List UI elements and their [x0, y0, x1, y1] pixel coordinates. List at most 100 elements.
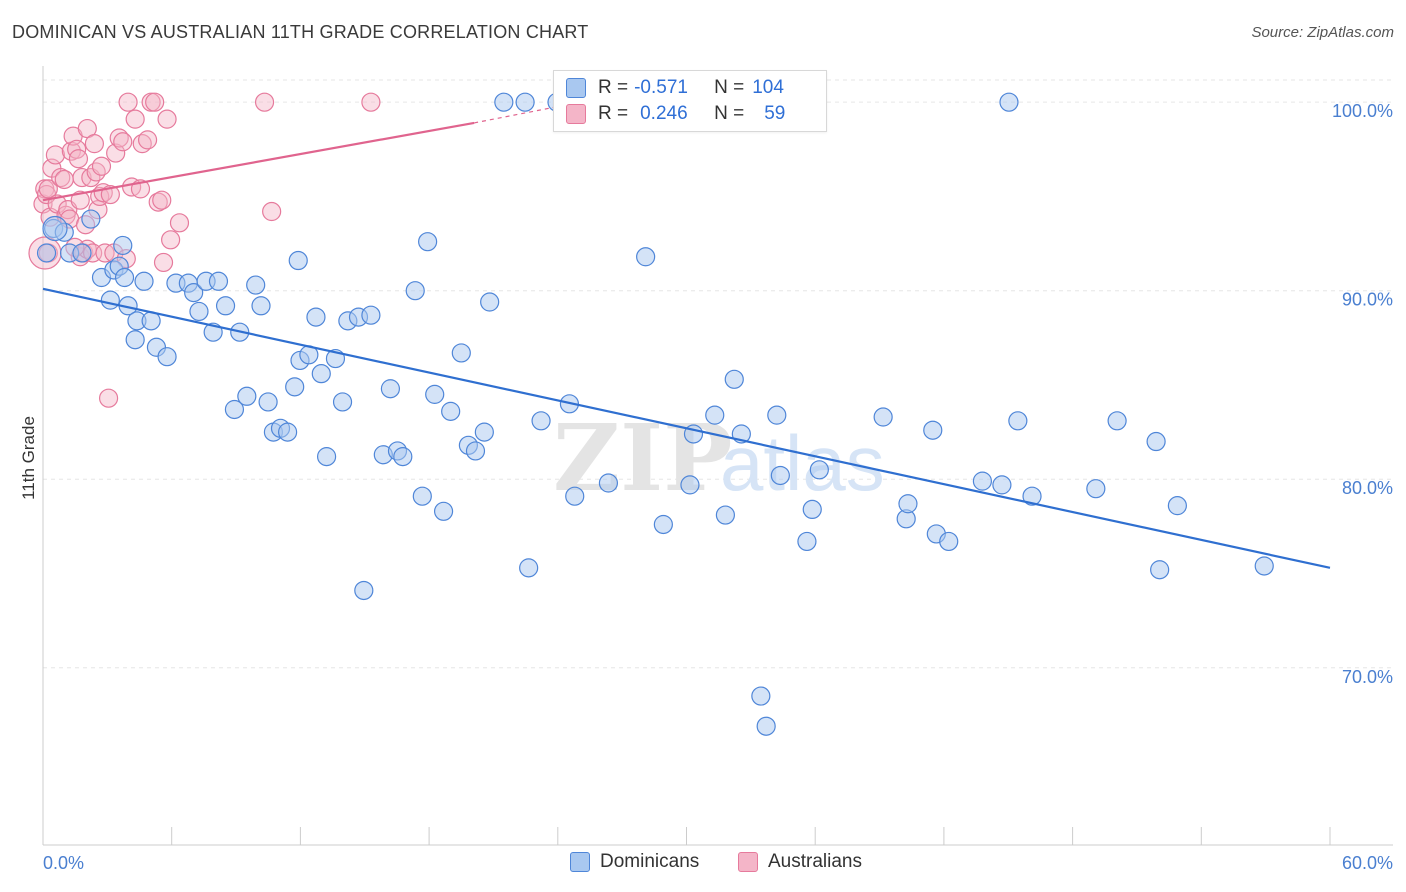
y-tick-label-70: 70.0% — [1342, 667, 1393, 687]
dominicans-point — [251, 296, 271, 316]
dominicans-point — [999, 92, 1019, 112]
dominicans-point — [972, 471, 993, 491]
series-legend-australians[interactable]: Australians — [738, 851, 862, 873]
australians-point — [254, 92, 275, 112]
y-tick-label-100: 100.0% — [1332, 101, 1393, 121]
legend-row-australians: R = 0.246 N = 59 — [566, 102, 785, 126]
dominicans-point — [598, 473, 619, 493]
dominicans-point — [354, 580, 374, 601]
dominicans-point — [939, 531, 959, 552]
australians-point — [169, 213, 190, 233]
dominicans-point — [100, 290, 120, 310]
australians-point — [125, 109, 145, 129]
dominicans-point — [451, 343, 471, 363]
dominicans-point — [480, 292, 500, 312]
dominicans-point — [770, 465, 790, 486]
dominicans-point — [258, 392, 278, 412]
source-label: Source: ZipAtlas.com — [1251, 24, 1394, 41]
series-swatch-australians — [738, 852, 758, 872]
dominicans-point — [1022, 486, 1042, 506]
dominicans-point — [134, 271, 154, 291]
australians-point — [86, 162, 106, 182]
legend-r-value: 0.246 — [640, 103, 688, 124]
dominicans-point — [653, 514, 673, 535]
series-swatch-dominicans — [570, 852, 590, 872]
chart-title: DOMINICAN VS AUSTRALIAN 11TH GRADE CORRE… — [12, 22, 589, 42]
dominicans-point — [465, 441, 486, 461]
dominicans-point — [278, 422, 298, 442]
dominicans-point — [1150, 560, 1170, 580]
dominicans-point — [332, 392, 353, 412]
dominicans-point — [724, 369, 744, 389]
x-tick-label-max: 60.0% — [1342, 853, 1393, 873]
dominicans-point — [565, 486, 585, 506]
legend-r-value: -0.571 — [634, 77, 688, 98]
dominicans-point — [636, 247, 656, 267]
dominicans-point — [1167, 496, 1187, 516]
australians-point — [153, 252, 174, 273]
dominicans-point — [81, 209, 101, 229]
grid-lines — [43, 79, 1393, 669]
dominicans-point — [114, 267, 135, 288]
dominicans-point — [288, 250, 308, 271]
dominicans-point — [361, 305, 381, 325]
dominicans-point — [405, 281, 425, 301]
dominicans-point — [767, 405, 787, 425]
australians-point — [106, 143, 126, 163]
dominicans-point-cluster — [42, 215, 68, 242]
dominicans-point — [36, 243, 57, 263]
dominicans-point — [873, 407, 893, 427]
dominicans-point — [380, 379, 401, 399]
australians-point — [152, 190, 172, 210]
australians-point — [98, 388, 119, 408]
legend-swatch-australians — [566, 104, 586, 124]
dominicans-point — [802, 499, 822, 520]
dominicans-point — [425, 384, 445, 404]
australians-point — [84, 134, 105, 154]
dominicans-point — [705, 405, 725, 425]
dominicans-point — [1107, 411, 1127, 431]
series-legend-dominicans[interactable]: Dominicans — [570, 851, 699, 873]
series-label-dominicans: Dominicans — [600, 851, 700, 872]
dominicans-point — [418, 232, 438, 252]
y-axis-label: 11th Grade — [19, 416, 38, 500]
dominicans-point — [531, 411, 551, 431]
dominicans-point — [1146, 431, 1166, 452]
dominicans-point — [237, 386, 257, 406]
dominicans-point — [306, 307, 326, 327]
australians-point — [45, 145, 66, 165]
australians-point — [54, 169, 74, 190]
australians-point — [38, 179, 58, 199]
australians-point — [118, 92, 138, 112]
dominicans-point — [519, 558, 539, 578]
dominicans-point — [184, 282, 204, 303]
dominicans-point — [215, 296, 236, 316]
dominicans-point — [224, 399, 245, 420]
dominicans-points — [36, 92, 1274, 736]
legend-n-label: N = — [714, 103, 745, 124]
correlation-legend: R = -0.571 N = 104 R = 0.246 N = 59 — [553, 70, 827, 132]
dominicans-point — [797, 531, 817, 552]
dominicans-point — [311, 364, 331, 384]
legend-n-value: 59 — [764, 103, 786, 124]
australians-point — [361, 92, 381, 112]
australians-point — [157, 109, 177, 129]
australians-point — [132, 134, 152, 154]
dominicans-trend-line — [42, 287, 1331, 569]
australians-point — [68, 149, 89, 169]
dominicans-point — [756, 716, 776, 736]
series-label-australians: Australians — [768, 851, 862, 872]
australians-point — [145, 92, 165, 112]
dominicans-point — [1254, 556, 1274, 576]
dominicans-point — [208, 271, 229, 291]
dominicans-point — [72, 243, 92, 263]
australians-point — [113, 132, 133, 152]
series-legend: Dominicans Australians — [0, 851, 1406, 877]
dominicans-point — [246, 275, 266, 295]
dominicans-point — [992, 475, 1012, 495]
dominicans-point — [285, 377, 305, 397]
dominicans-point — [441, 401, 461, 421]
y-tick-labels: 70.0% 80.0% 90.0% 100.0% — [1332, 101, 1393, 687]
dominicans-point — [494, 92, 514, 112]
